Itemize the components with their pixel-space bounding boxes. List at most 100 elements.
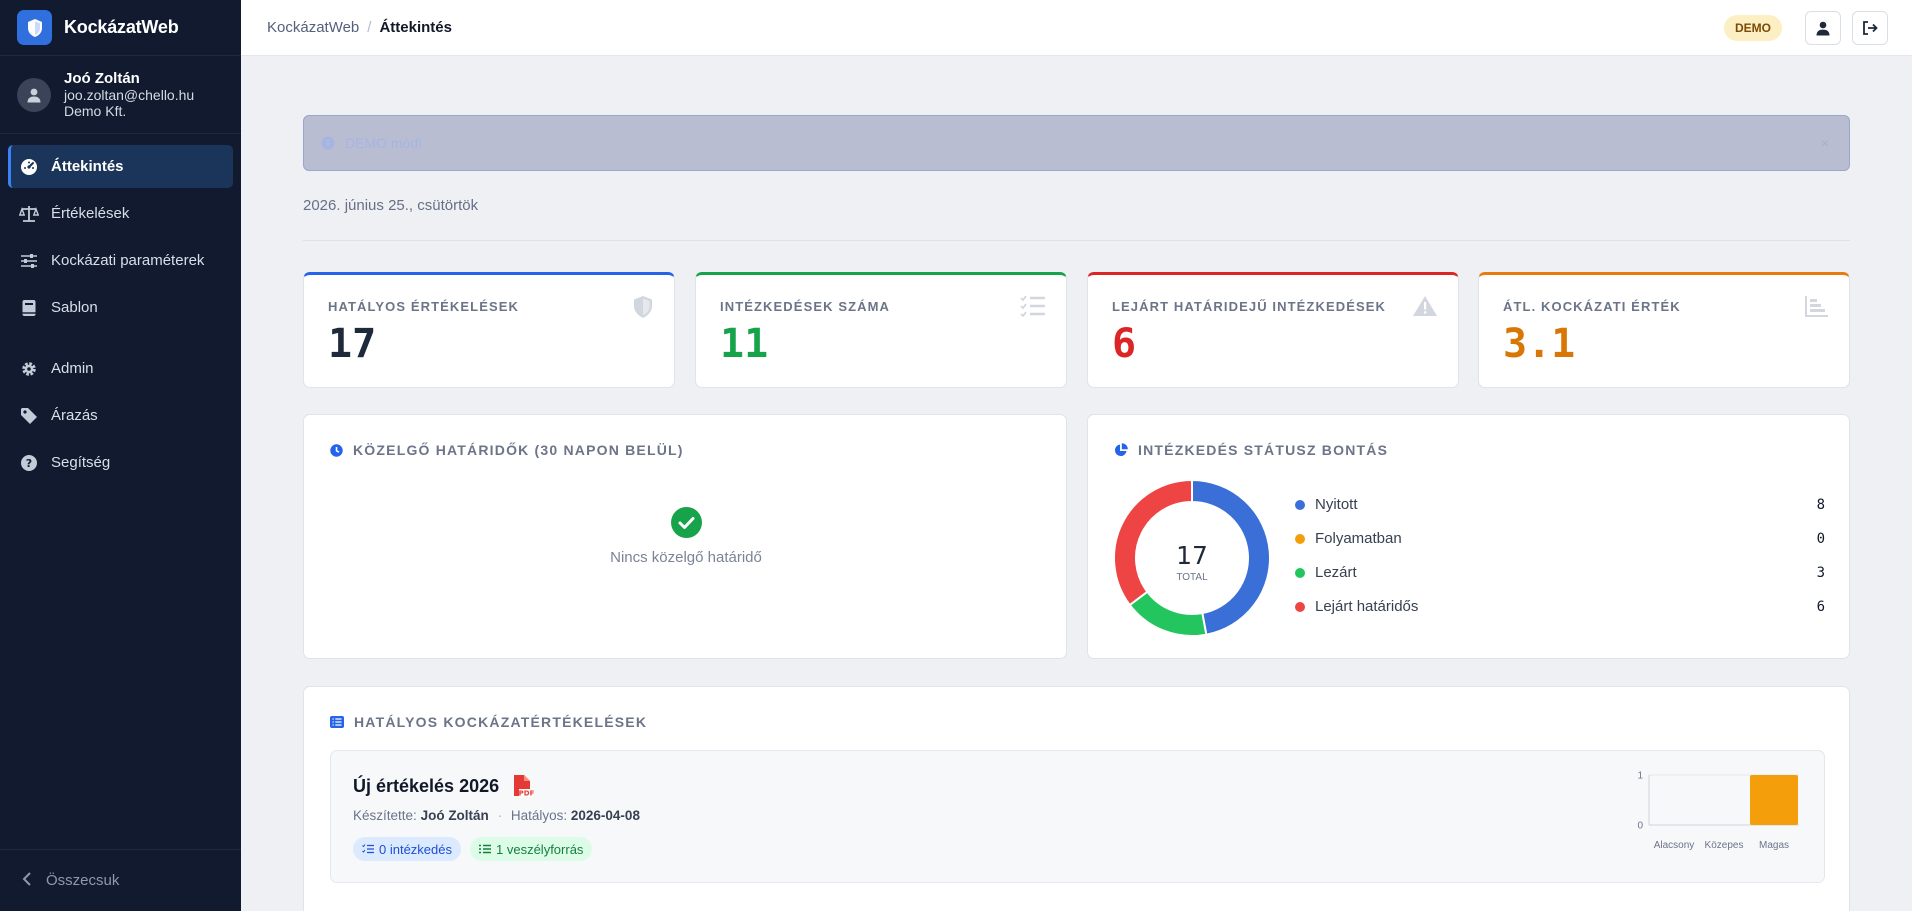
pdf-icon[interactable]: PDF (512, 774, 535, 798)
breadcrumb-current: Áttekintés (379, 19, 452, 36)
tag-icon (19, 406, 39, 426)
brand[interactable]: KockázatWeb (0, 0, 241, 56)
list-icon (330, 716, 344, 728)
author-name: Joó Zoltán (420, 808, 489, 823)
stat-card-actions: INTÉZKEDÉSEK SZÁMA 11 (695, 272, 1067, 388)
shield-logo-icon (17, 10, 52, 45)
breadcrumb-separator: / (367, 19, 372, 36)
valid-label: Hatályos: (510, 808, 568, 823)
deadlines-title: KÖZELGŐ HATÁRIDŐK (30 NAPON BELÜL) (353, 442, 684, 458)
status-legend: Nyitott 8 Folyamatban 0 Lezárt 3 Lejárt határi… (1295, 415, 1825, 660)
author-label: Készítette: (353, 808, 417, 823)
status-title: INTÉZKEDÉS STÁTUSZ BONTÁS (1138, 442, 1389, 458)
breadcrumb-root[interactable]: KockázatWeb (267, 19, 360, 36)
sidebar-item-label: Értékelések (51, 205, 130, 222)
pie-chart-icon (1114, 443, 1128, 457)
sidebar-item-sablon[interactable]: Sablon (8, 286, 233, 329)
legend-label: Folyamatban (1315, 530, 1402, 547)
legend-label: Nyitott (1315, 496, 1358, 513)
y-tick-label: 0 (1637, 821, 1643, 832)
sidebar-item-arazas[interactable]: Árazás (8, 394, 233, 437)
stat-value: 11 (720, 321, 769, 367)
legend-count: 3 (1816, 564, 1825, 581)
assessments-title: HATÁLYOS KOCKÁZATÉRTÉKELÉSEK (354, 714, 648, 730)
sidebar-item-admin[interactable]: Admin (8, 347, 233, 390)
legend-dot (1295, 567, 1305, 578)
valid-date: 2026-04-08 (570, 808, 640, 823)
user-icon (27, 88, 41, 102)
collapse-label: Összecsuk (46, 872, 120, 889)
checklist-icon (1020, 295, 1046, 322)
y-tick-label: 1 (1637, 771, 1643, 782)
deadlines-empty-text: Nincs közelgő határidő (610, 549, 762, 566)
checklist-icon (362, 844, 374, 854)
risk-level-bar-chart: 0 1 Alacsony Közepes Magas (1637, 771, 1799, 851)
stat-card-overdue: LEJÁRT HATÁRIDEJŰ INTÉZKEDÉSEK 6 (1087, 272, 1459, 388)
sidebar-item-segitseg[interactable]: ? Segítség (8, 441, 233, 484)
assessment-item[interactable]: Új értékelés 2026 PDF Készítette: Joó Zo… (330, 750, 1825, 883)
donut-slice-3[interactable] (1113, 478, 1193, 607)
legend-dot (1295, 499, 1305, 510)
stat-label: ÁTL. KOCKÁZATI ÉRTÉK (1503, 299, 1681, 314)
x-tick-label: Közepes (1705, 840, 1744, 851)
stat-value: 17 (328, 321, 377, 367)
legend-dot (1295, 601, 1305, 612)
legend-dot (1295, 533, 1305, 544)
user-company: Demo Kft. (64, 102, 127, 119)
deadlines-card: KÖZELGŐ HATÁRIDŐK (30 NAPON BELÜL) Nincs… (303, 414, 1067, 659)
svg-text:?: ? (26, 457, 32, 470)
donut-slice-2[interactable] (1128, 590, 1208, 637)
meta-separator: · (497, 808, 503, 823)
tag-hazards[interactable]: 1 veszélyforrás (470, 837, 593, 861)
bar-magas (1750, 775, 1798, 825)
legend-item: Lejárt határidős 6 (1295, 598, 1825, 615)
shield-icon (632, 295, 654, 324)
assessment-meta: Készítette: Joó Zoltán · Hatályos: 2026-… (353, 808, 640, 823)
status-donut-chart: 17 TOTAL (1113, 478, 1271, 637)
sidebar: KockázatWeb Joó Zoltán joo.zoltan@chello… (0, 0, 241, 911)
avatar (17, 77, 51, 112)
stat-label: INTÉZKEDÉSEK SZÁMA (720, 299, 891, 314)
sidebar-collapse-button[interactable]: Összecsuk (0, 849, 241, 911)
tag-actions[interactable]: 0 intézkedés (353, 837, 461, 861)
dashboard-icon (19, 157, 39, 177)
current-date: 2026. június 25., csütörtök (303, 197, 479, 214)
user-name: Joó Zoltán (64, 69, 140, 87)
profile-button[interactable] (1805, 11, 1841, 45)
sidebar-item-label: Áttekintés (51, 158, 124, 175)
legend-count: 6 (1816, 598, 1825, 615)
scale-icon (19, 204, 39, 224)
stat-value: 6 (1112, 321, 1137, 367)
alert-close-button[interactable]: × (1820, 135, 1829, 151)
assessment-title[interactable]: Új értékelés 2026 (353, 775, 500, 796)
warning-icon (1412, 295, 1438, 322)
stat-value: 3.1 (1503, 321, 1576, 367)
stat-label: LEJÁRT HATÁRIDEJŰ INTÉZKEDÉSEK (1112, 299, 1387, 314)
check-circle-icon (671, 507, 702, 543)
gear-icon (19, 359, 39, 379)
status-breakdown-card: INTÉZKEDÉS STÁTUSZ BONTÁS 17 TOTAL Nyito… (1087, 414, 1850, 659)
sidebar-item-kockazati-parameterek[interactable]: Kockázati paraméterek (8, 239, 233, 282)
sidebar-item-label: Admin (51, 360, 94, 377)
demo-alert: DEMO mód! × (303, 115, 1850, 171)
user-email: joo.zoltan@chello.hu (64, 86, 195, 103)
sidebar-item-label: Segítség (51, 454, 111, 471)
sidebar-item-ertekelesek[interactable]: Értékelések (8, 192, 233, 235)
info-icon (321, 136, 335, 150)
clock-icon (330, 443, 343, 457)
sidebar-item-label: Sablon (51, 299, 98, 316)
sidebar-item-attekintes[interactable]: Áttekintés (8, 145, 233, 188)
legend-item: Folyamatban 0 (1295, 530, 1825, 547)
demo-badge: DEMO (1724, 15, 1782, 41)
sliders-icon (19, 251, 39, 271)
donut-total-label: TOTAL (1176, 572, 1208, 583)
legend-label: Lezárt (1315, 564, 1357, 581)
x-tick-label: Magas (1759, 840, 1789, 851)
list-icon (479, 844, 491, 854)
divider (303, 240, 1850, 241)
donut-slice-0[interactable] (1191, 478, 1271, 636)
topbar: KockázatWeb / Áttekintés DEMO (241, 0, 1912, 56)
user-icon (1816, 21, 1830, 35)
logout-button[interactable] (1852, 11, 1888, 45)
sidebar-item-label: Árazás (51, 407, 98, 424)
